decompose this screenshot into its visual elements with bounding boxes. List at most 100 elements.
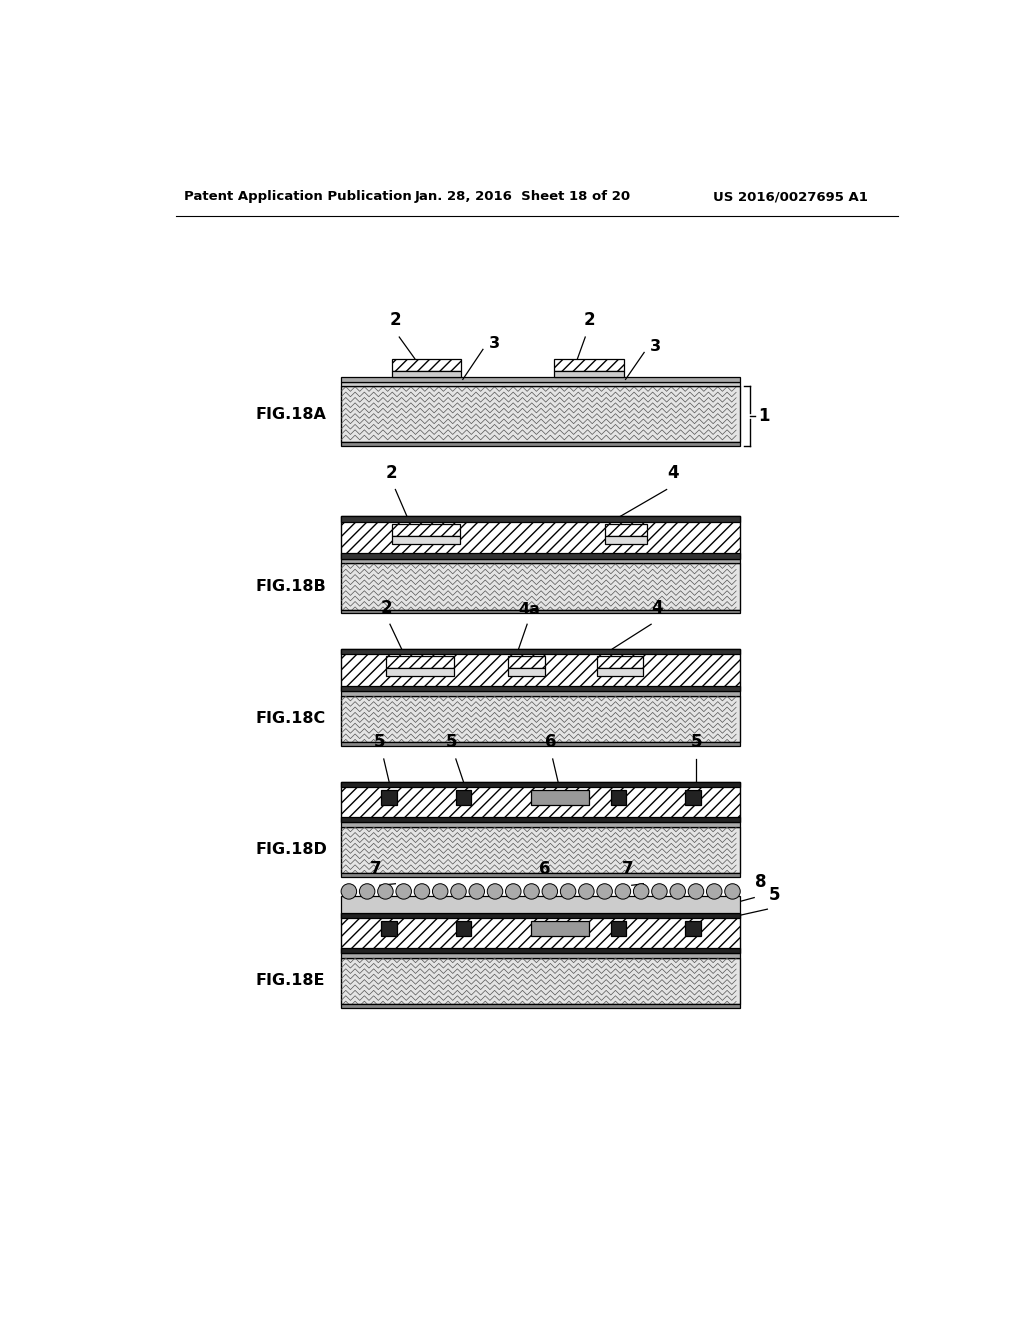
- Bar: [611, 789, 627, 805]
- Text: 5: 5: [690, 734, 701, 751]
- Bar: [341, 442, 740, 446]
- Circle shape: [725, 884, 740, 899]
- Bar: [597, 668, 643, 676]
- Bar: [597, 656, 643, 668]
- Text: 5: 5: [769, 886, 780, 904]
- Bar: [341, 953, 740, 958]
- Bar: [341, 781, 740, 788]
- Bar: [685, 789, 700, 805]
- Text: 5: 5: [446, 734, 458, 751]
- Bar: [604, 536, 647, 544]
- Bar: [341, 896, 740, 913]
- Bar: [341, 558, 740, 564]
- Text: 4a: 4a: [518, 602, 541, 616]
- Text: 4: 4: [651, 598, 664, 616]
- Circle shape: [670, 884, 685, 899]
- Bar: [391, 524, 460, 536]
- Bar: [341, 387, 740, 442]
- Text: US 2016/0027695 A1: US 2016/0027695 A1: [714, 190, 868, 203]
- Circle shape: [359, 884, 375, 899]
- Text: 7: 7: [622, 859, 634, 878]
- Bar: [341, 564, 740, 610]
- Circle shape: [579, 884, 594, 899]
- Circle shape: [688, 884, 703, 899]
- Bar: [456, 789, 471, 805]
- Text: FIG.18D: FIG.18D: [256, 842, 328, 858]
- Bar: [341, 610, 740, 614]
- Circle shape: [396, 884, 412, 899]
- Text: 7: 7: [371, 859, 382, 878]
- Circle shape: [634, 884, 649, 899]
- Bar: [341, 692, 740, 696]
- Circle shape: [597, 884, 612, 899]
- Bar: [341, 516, 740, 521]
- Bar: [341, 381, 740, 387]
- Text: 4: 4: [667, 463, 679, 482]
- Bar: [604, 524, 647, 536]
- Bar: [341, 948, 740, 953]
- Bar: [341, 649, 740, 655]
- Text: 6: 6: [545, 734, 556, 751]
- Bar: [341, 553, 740, 558]
- Bar: [341, 817, 740, 822]
- Bar: [341, 686, 740, 692]
- Circle shape: [615, 884, 631, 899]
- Bar: [341, 649, 740, 692]
- Bar: [456, 921, 471, 936]
- Bar: [685, 921, 700, 936]
- Text: Patent Application Publication: Patent Application Publication: [183, 190, 412, 203]
- Bar: [341, 696, 740, 742]
- Bar: [531, 921, 589, 936]
- Bar: [341, 1003, 740, 1007]
- Bar: [341, 516, 740, 558]
- Bar: [341, 742, 740, 746]
- Bar: [341, 958, 740, 1003]
- Circle shape: [506, 884, 521, 899]
- Bar: [341, 826, 740, 873]
- Text: 2: 2: [386, 463, 397, 482]
- Text: FIG.18B: FIG.18B: [256, 579, 327, 594]
- Bar: [391, 536, 460, 544]
- Text: 5: 5: [374, 734, 386, 751]
- Circle shape: [524, 884, 540, 899]
- Bar: [341, 378, 740, 381]
- Bar: [341, 873, 740, 876]
- Circle shape: [542, 884, 558, 899]
- Text: 6: 6: [540, 859, 551, 878]
- Text: 2: 2: [584, 312, 595, 330]
- Text: 3: 3: [650, 339, 662, 354]
- Bar: [531, 789, 589, 805]
- Circle shape: [560, 884, 575, 899]
- Bar: [341, 822, 740, 826]
- Circle shape: [378, 884, 393, 899]
- Text: 3: 3: [489, 335, 501, 351]
- Bar: [381, 921, 397, 936]
- Text: 2: 2: [380, 598, 392, 616]
- Bar: [386, 668, 455, 676]
- Bar: [554, 359, 624, 371]
- Circle shape: [707, 884, 722, 899]
- Circle shape: [451, 884, 466, 899]
- Text: FIG.18C: FIG.18C: [256, 711, 326, 726]
- Text: 8: 8: [755, 874, 766, 891]
- Circle shape: [487, 884, 503, 899]
- Text: FIG.18A: FIG.18A: [256, 407, 327, 421]
- Bar: [508, 656, 545, 668]
- Bar: [341, 781, 740, 822]
- Bar: [381, 789, 397, 805]
- Circle shape: [432, 884, 447, 899]
- Circle shape: [651, 884, 668, 899]
- Bar: [391, 359, 461, 371]
- Text: 2: 2: [389, 312, 401, 330]
- Text: Jan. 28, 2016  Sheet 18 of 20: Jan. 28, 2016 Sheet 18 of 20: [415, 190, 632, 203]
- Text: FIG.18E: FIG.18E: [256, 973, 326, 989]
- Bar: [508, 668, 545, 676]
- Circle shape: [469, 884, 484, 899]
- Circle shape: [341, 884, 356, 899]
- Bar: [341, 913, 740, 919]
- Bar: [611, 921, 627, 936]
- Bar: [554, 371, 624, 378]
- Bar: [341, 913, 740, 953]
- Circle shape: [414, 884, 430, 899]
- Bar: [386, 656, 455, 668]
